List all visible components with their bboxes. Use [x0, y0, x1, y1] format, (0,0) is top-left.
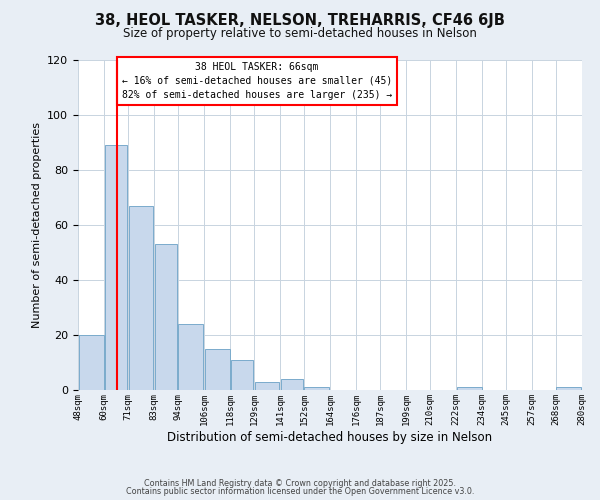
Bar [304, 387, 329, 390]
Bar [178, 324, 203, 390]
Bar [155, 244, 178, 390]
Y-axis label: Number of semi-detached properties: Number of semi-detached properties [32, 122, 41, 328]
Bar [556, 387, 581, 390]
Bar [281, 379, 304, 390]
Text: Contains public sector information licensed under the Open Government Licence v3: Contains public sector information licen… [126, 487, 474, 496]
Bar [230, 360, 253, 390]
Text: 38 HEOL TASKER: 66sqm
← 16% of semi-detached houses are smaller (45)
82% of semi: 38 HEOL TASKER: 66sqm ← 16% of semi-deta… [122, 62, 392, 100]
Bar [254, 382, 280, 390]
Text: Size of property relative to semi-detached houses in Nelson: Size of property relative to semi-detach… [123, 28, 477, 40]
Bar [79, 335, 104, 390]
X-axis label: Distribution of semi-detached houses by size in Nelson: Distribution of semi-detached houses by … [167, 430, 493, 444]
Bar [457, 387, 482, 390]
Bar [128, 206, 154, 390]
Bar [104, 145, 127, 390]
Bar [205, 349, 230, 390]
Text: Contains HM Land Registry data © Crown copyright and database right 2025.: Contains HM Land Registry data © Crown c… [144, 478, 456, 488]
Text: 38, HEOL TASKER, NELSON, TREHARRIS, CF46 6JB: 38, HEOL TASKER, NELSON, TREHARRIS, CF46… [95, 12, 505, 28]
